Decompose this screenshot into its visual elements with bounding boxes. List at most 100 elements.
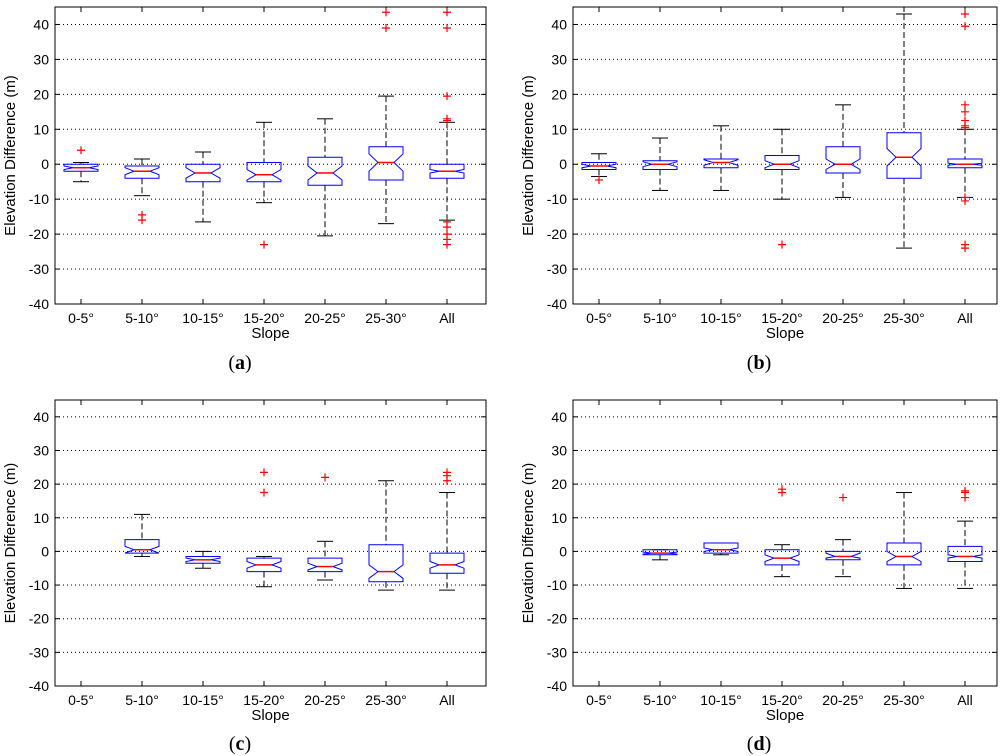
outlier-marker: [443, 23, 451, 32]
y-axis-title: Elevation Difference (m): [520, 463, 537, 624]
y-tick-label: 30: [551, 51, 567, 67]
x-tick-label: 5-10°: [643, 310, 677, 326]
y-tick-label: 0: [41, 156, 49, 172]
panel-label-part: ): [765, 733, 772, 755]
panel-label: (b): [747, 352, 771, 374]
axes-frame: [54, 6, 487, 305]
y-tick-label: -40: [29, 678, 49, 694]
x-tick-label: All: [957, 692, 973, 708]
x-tick-label: 20-25°: [822, 310, 863, 326]
panel-label-part: d: [753, 733, 764, 755]
outlier-marker: [443, 223, 451, 232]
y-tick-label: -40: [29, 296, 49, 312]
y-tick-label: -20: [547, 611, 567, 627]
box-10-15°: [703, 542, 739, 556]
box-25-30°: [368, 480, 404, 591]
box-All: [947, 9, 983, 253]
x-tick-label: 20-25°: [304, 692, 345, 708]
y-tick-label: 20: [551, 476, 567, 492]
outlier-marker: [443, 92, 451, 101]
outlier-marker: [839, 493, 847, 502]
box-body: [124, 539, 160, 554]
outlier-marker: [961, 123, 969, 132]
box-body: [947, 545, 983, 562]
y-tick-label: 0: [559, 543, 567, 559]
outlier-marker: [443, 240, 451, 249]
x-tick-label: 5-10°: [643, 692, 677, 708]
y-tick-label: 20: [33, 86, 49, 102]
y-tick-label: 30: [33, 51, 49, 67]
box-20-25°: [307, 118, 343, 237]
y-tick-label: -10: [29, 577, 49, 593]
y-tick-label: 20: [551, 86, 567, 102]
x-tick-label: 15-20°: [761, 310, 802, 326]
box-20-25°: [825, 493, 861, 578]
box-15-20°: [764, 128, 800, 249]
panel-label-part: (: [228, 352, 235, 374]
x-tick-label: All: [957, 310, 973, 326]
panel-label-part: ): [244, 733, 251, 755]
outlier-marker: [961, 244, 969, 253]
x-tick-label: 5-10°: [125, 692, 159, 708]
x-tick-label: 10-15°: [700, 310, 741, 326]
y-tick-label: -20: [29, 611, 49, 627]
y-tick-label: -20: [29, 226, 49, 242]
box-body: [185, 556, 221, 564]
panel-label: (d): [747, 733, 771, 755]
panel-label-part: b: [753, 352, 764, 374]
x-tick-label: 25-30°: [365, 310, 406, 326]
panel-label-part: ): [245, 352, 252, 374]
box-body: [764, 155, 800, 170]
outlier-marker: [595, 175, 603, 184]
x-tick-label: 25-30°: [883, 692, 924, 708]
outlier-marker: [382, 8, 390, 17]
panel-label-part: (: [747, 352, 754, 374]
x-tick-label: 20-25°: [304, 310, 345, 326]
box-5-10°: [124, 158, 160, 225]
box-body: [246, 162, 282, 183]
outlier-marker: [961, 196, 969, 205]
box-body: [124, 165, 160, 179]
x-tick-label: 10-15°: [182, 310, 223, 326]
box-body: [368, 146, 404, 181]
box-15-20°: [246, 468, 282, 588]
y-tick-label: 40: [33, 409, 49, 425]
y-tick-label: 40: [33, 16, 49, 32]
panel-a: 40 30 20 10 0 -10 -20 -30 -40 0-5° 5-10° 10-15° 15-2…: [2, 6, 487, 374]
panel-c: 40 30 20 10 0 -10 -20 -30 -40 0-5° 5-10° 10-15° 15-2…: [2, 399, 487, 755]
panel-d: 40 30 20 10 0 -10 -20 -30 -40 0-5° 5-10° 10-15° 15-2…: [520, 399, 998, 755]
y-tick-label: 10: [551, 121, 567, 137]
y-tick-label: -30: [29, 644, 49, 660]
x-tick-label: 15-20°: [761, 692, 802, 708]
y-axis-title: Elevation Difference (m): [520, 75, 537, 236]
box-body: [63, 163, 99, 172]
panel-label-part: (: [747, 733, 754, 755]
panel-label-part: c: [236, 733, 245, 755]
y-tick-label: 20: [33, 476, 49, 492]
box-25-30°: [886, 13, 922, 249]
x-axis-title: Slope: [251, 707, 289, 724]
axes-frame: [54, 399, 487, 687]
box-15-20°: [246, 121, 282, 249]
x-tick-label: 20-25°: [822, 692, 863, 708]
x-tick-label: 15-20°: [243, 310, 284, 326]
outlier-marker: [961, 100, 969, 109]
y-tick-label: -10: [547, 577, 567, 593]
box-body: [947, 158, 983, 169]
box-All: [429, 468, 465, 591]
outlier-marker: [138, 216, 146, 225]
box-0-5°: [581, 153, 617, 184]
box-body: [368, 544, 404, 583]
panel-label-part: a: [235, 352, 245, 374]
x-tick-label: 10-15°: [182, 692, 223, 708]
axes-frame: [572, 6, 998, 305]
outlier-marker: [778, 488, 786, 497]
y-tick-label: 0: [41, 543, 49, 559]
y-tick-label: 30: [33, 442, 49, 458]
panel-label: (a): [228, 352, 251, 374]
x-tick-label: 25-30°: [365, 692, 406, 708]
box-body: [886, 132, 922, 179]
y-tick-label: 10: [551, 510, 567, 526]
panel-label: (c): [229, 733, 251, 755]
outlier-marker: [260, 240, 268, 249]
